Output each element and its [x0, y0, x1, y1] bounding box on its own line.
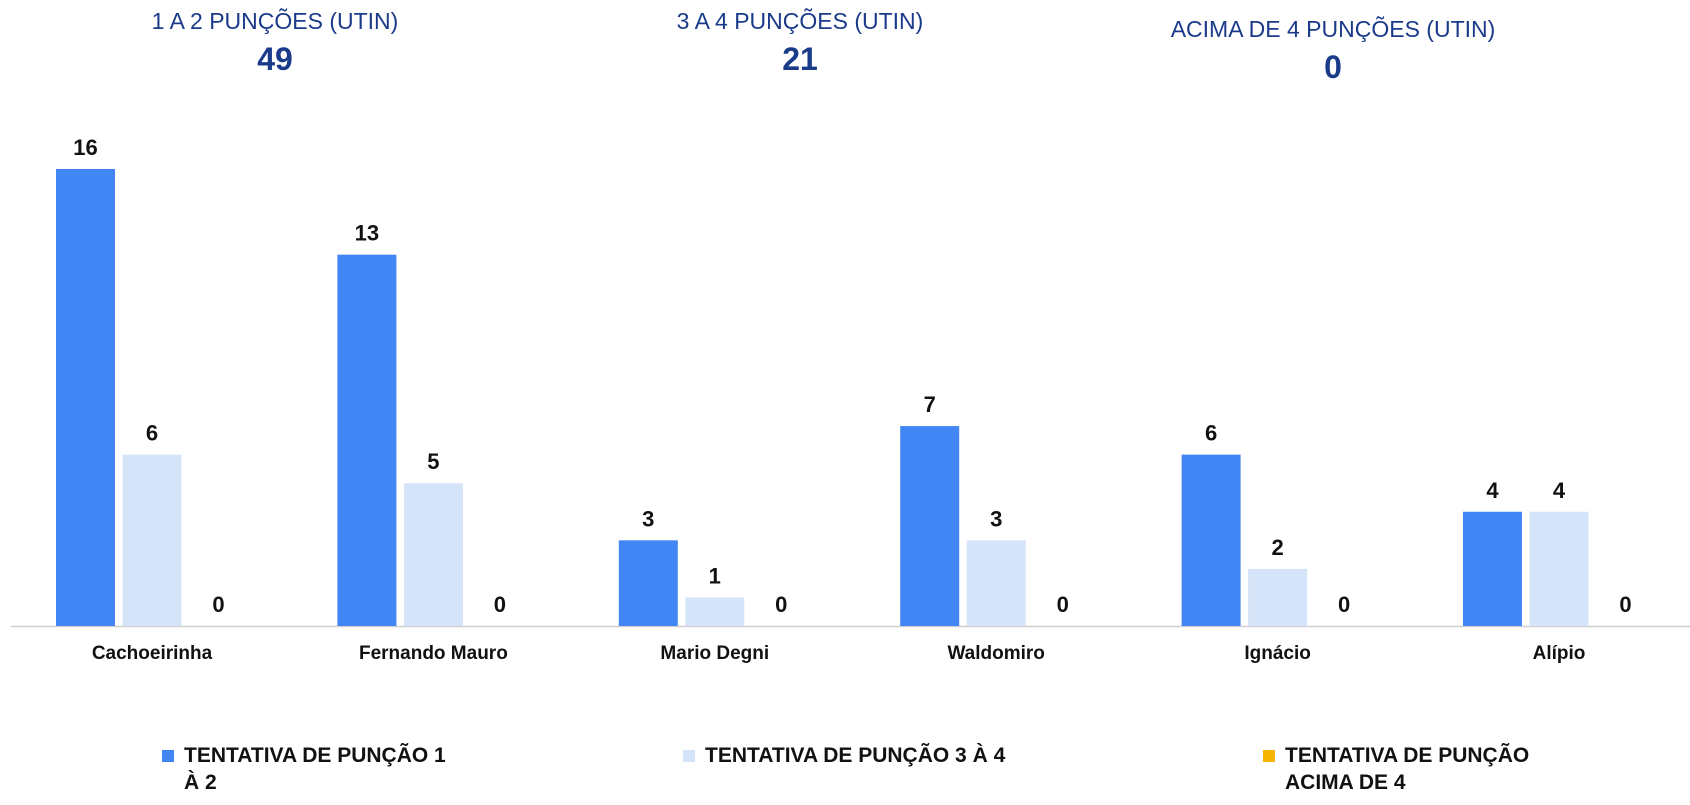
- legend-swatch: [162, 750, 174, 762]
- data-label: 2: [1271, 535, 1283, 560]
- legend-swatch: [1263, 750, 1275, 762]
- data-label: 16: [73, 135, 97, 160]
- bar: [403, 483, 463, 626]
- x-tick-label: Cachoeirinha: [92, 643, 213, 664]
- kpi-card: 1 A 2 PUNÇÕES (UTIN) 49: [25, 8, 525, 78]
- legend-label: TENTATIVA DE PUNÇÃO ACIMA DE 4: [1285, 744, 1530, 794]
- bar: [618, 540, 678, 626]
- legend-label: TENTATIVA DE PUNÇÃO 1 À 2: [184, 744, 446, 794]
- kpi-value: 0: [1324, 49, 1342, 85]
- kpi-label: 3 A 4 PUNÇÕES (UTIN): [676, 8, 924, 34]
- bar: [1248, 568, 1308, 626]
- data-label: 0: [494, 592, 506, 617]
- kpi-card: ACIMA DE 4 PUNÇÕES (UTIN) 0: [1083, 16, 1583, 86]
- bar: [56, 169, 115, 626]
- bar: [122, 454, 182, 626]
- kpi-label: ACIMA DE 4 PUNÇÕES (UTIN): [1170, 16, 1496, 42]
- data-label: 5: [427, 449, 439, 474]
- data-label: 6: [146, 421, 158, 446]
- x-tick-label: Alípio: [1533, 643, 1586, 664]
- legend-swatch: [683, 750, 695, 762]
- bar: [966, 540, 1026, 626]
- data-label: 13: [355, 221, 379, 246]
- bar: [1529, 511, 1589, 626]
- kpi-value: 49: [257, 41, 293, 77]
- bar: [1181, 454, 1241, 626]
- x-tick-label: Ignácio: [1244, 643, 1311, 664]
- data-label: 0: [775, 592, 787, 617]
- kpi-value: 21: [782, 41, 818, 77]
- data-label: 0: [212, 592, 224, 617]
- legend-label: TENTATIVA DE PUNÇÃO 3 À 4: [705, 744, 1006, 767]
- data-label: 0: [1619, 592, 1631, 617]
- legend-item: TENTATIVA DE PUNÇÃO 3 À 4: [683, 742, 1103, 769]
- x-tick-label: Fernando Mauro: [359, 643, 508, 664]
- data-label: 3: [642, 506, 654, 531]
- data-label: 3: [990, 506, 1002, 531]
- data-label: 0: [1338, 592, 1350, 617]
- x-tick-label: Mario Degni: [660, 643, 769, 664]
- data-label: 4: [1486, 478, 1499, 503]
- kpi-label: 1 A 2 PUNÇÕES (UTIN): [151, 8, 399, 34]
- legend-item: TENTATIVA DE PUNÇÃO ACIMA DE 4: [1263, 742, 1563, 796]
- bar: [1463, 511, 1522, 626]
- legend-item: TENTATIVA DE PUNÇÃO 1 À 2: [162, 742, 462, 796]
- data-label: 7: [924, 392, 936, 417]
- data-label: 4: [1553, 478, 1566, 503]
- data-label: 1: [709, 563, 721, 588]
- bar: [337, 254, 397, 626]
- x-tick-label: Waldomiro: [947, 643, 1044, 664]
- bar: [900, 426, 960, 626]
- data-label: 6: [1205, 421, 1217, 446]
- data-label: 0: [1057, 592, 1069, 617]
- bar: [685, 597, 745, 626]
- kpi-card: 3 A 4 PUNÇÕES (UTIN) 21: [550, 8, 1050, 78]
